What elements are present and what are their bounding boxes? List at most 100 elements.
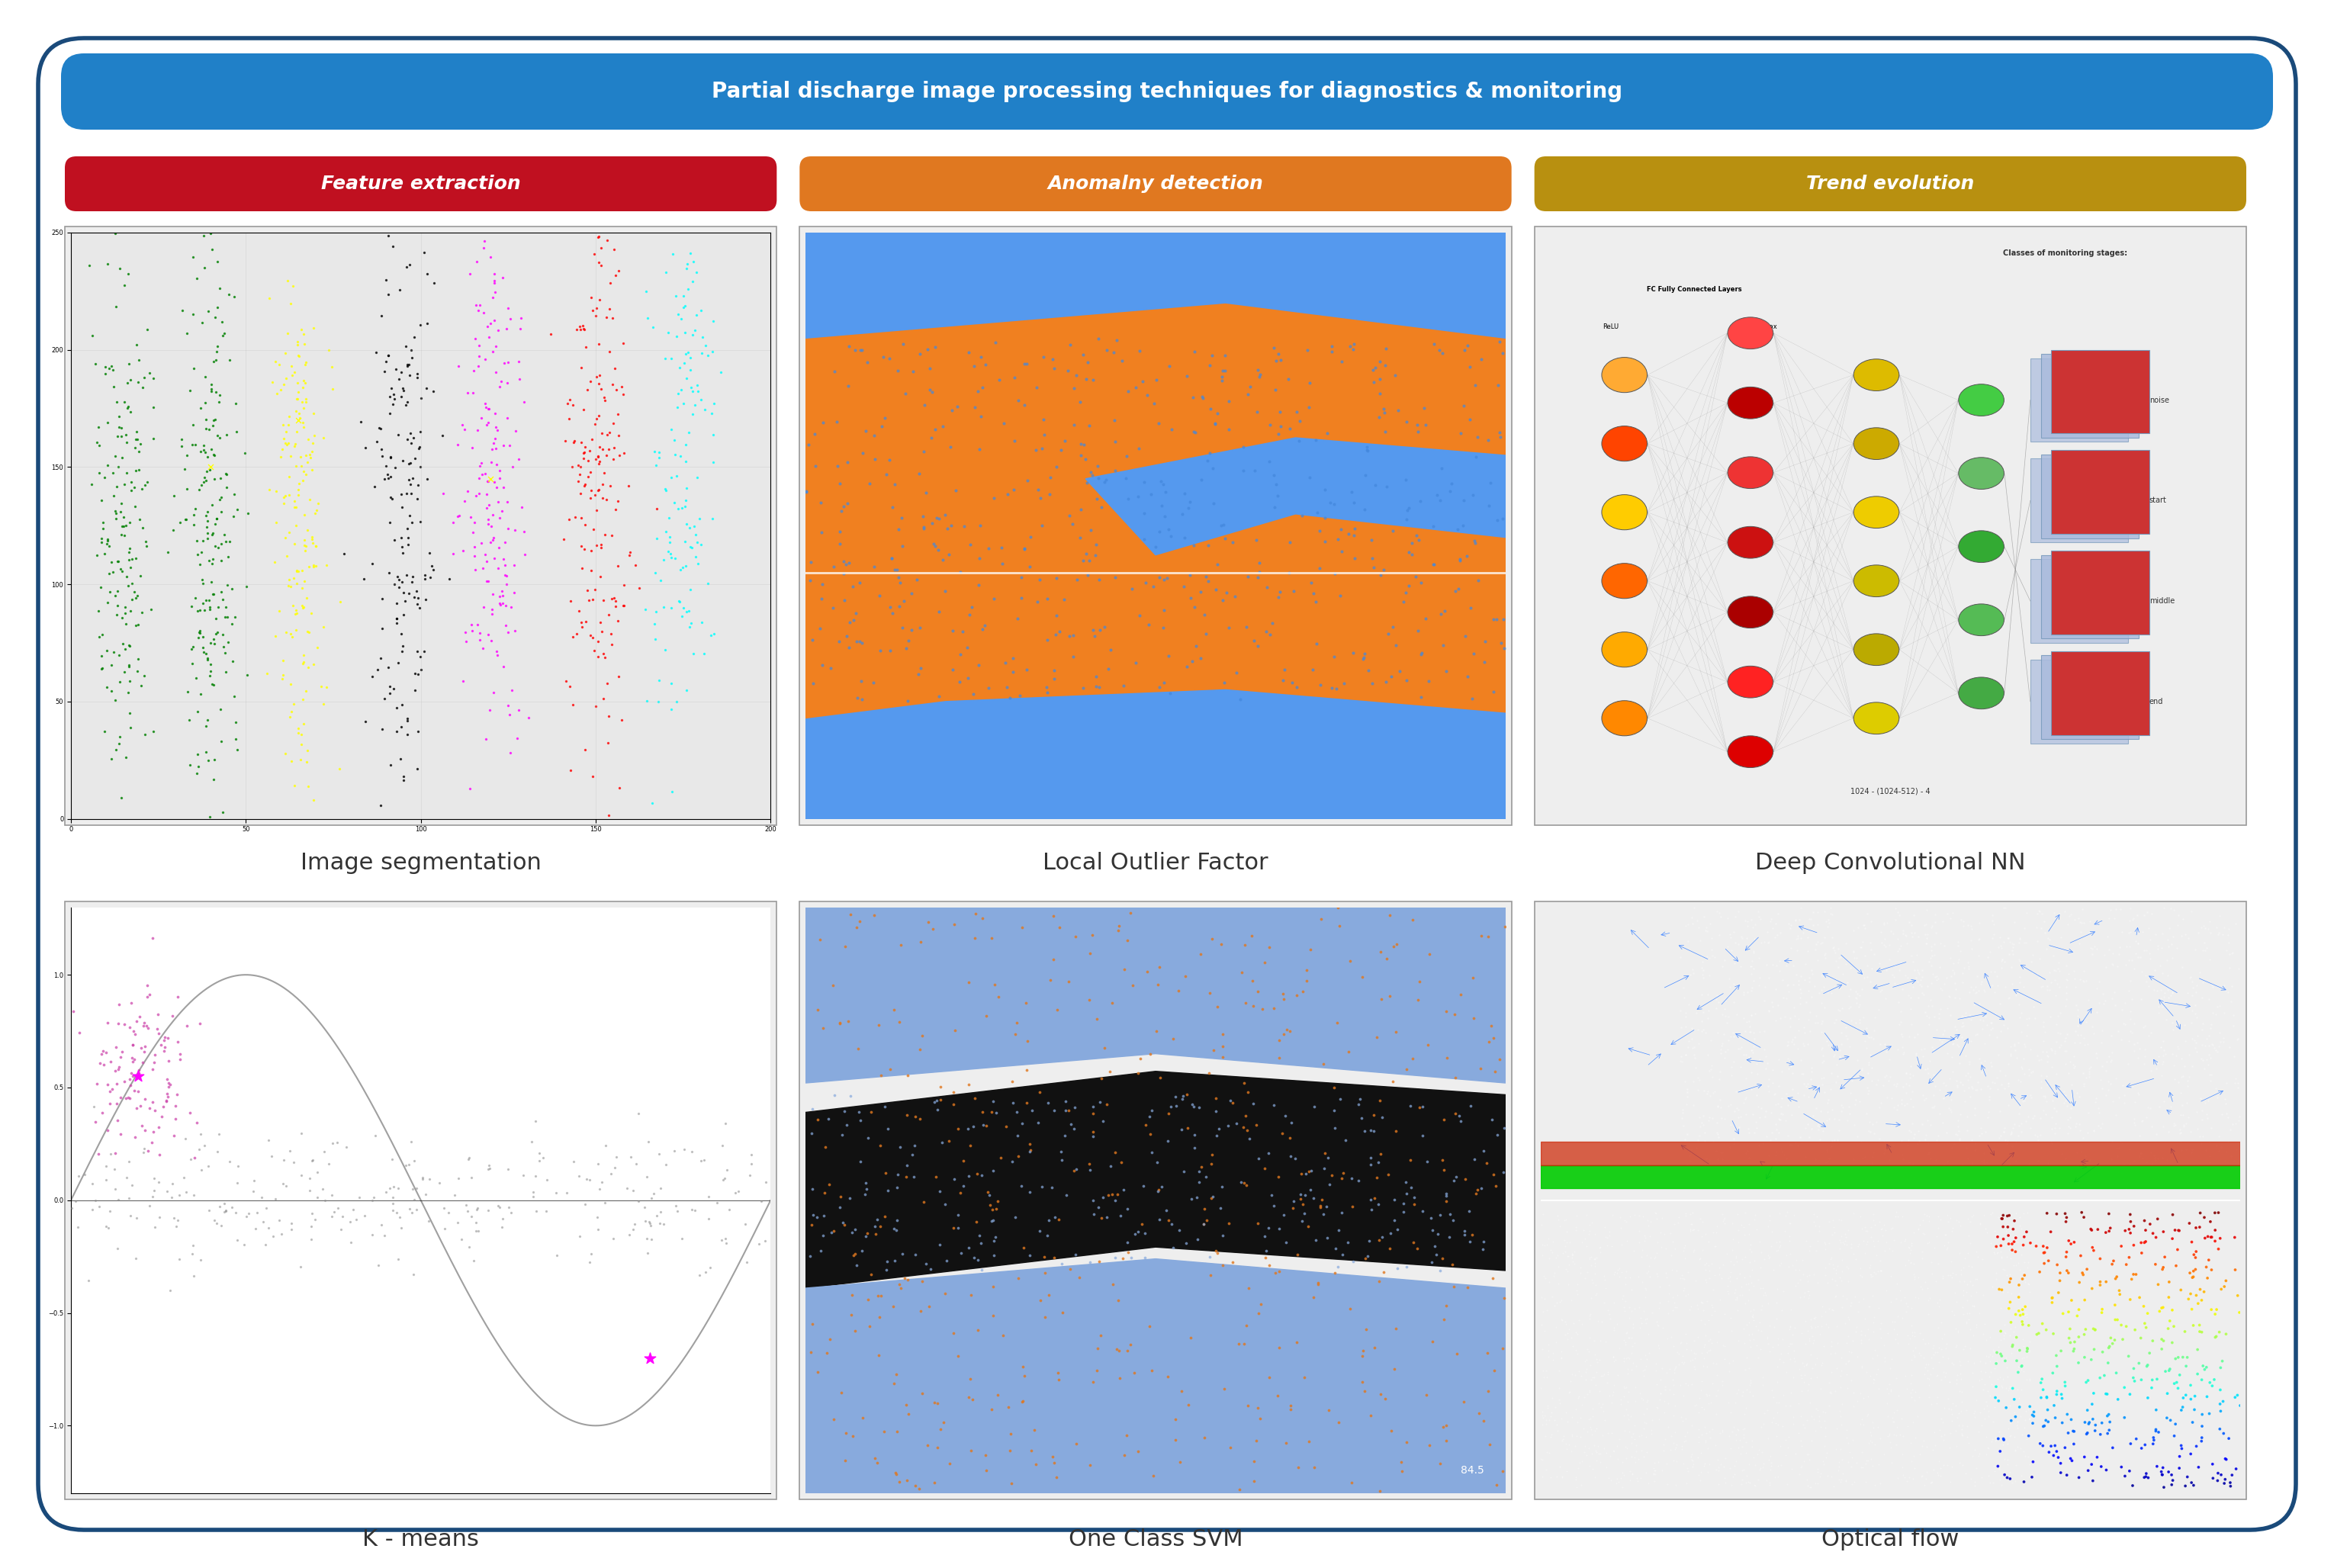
Point — [2010, 1444, 2047, 1469]
Point — [1739, 1062, 1776, 1087]
Point — [1982, 1457, 2019, 1482]
Point — [1585, 1264, 1622, 1289]
Point — [1657, 1449, 1694, 1474]
Point — [691, 622, 728, 648]
Point — [586, 154, 623, 179]
Point — [147, 1088, 184, 1113]
Point — [1949, 1160, 1986, 1185]
Point — [1821, 946, 1858, 971]
Point — [1942, 1262, 1979, 1287]
Point — [1587, 1455, 1624, 1480]
Point — [474, 339, 511, 364]
Point — [1900, 961, 1937, 986]
Point — [1538, 1411, 1575, 1436]
Point — [843, 630, 880, 655]
Point — [1442, 1109, 1480, 1134]
Point — [1627, 1460, 1664, 1485]
Point — [1867, 1229, 1905, 1254]
Point — [1456, 373, 1494, 398]
Point — [2178, 1022, 2215, 1047]
Point — [1664, 1262, 1701, 1287]
Point — [154, 517, 191, 543]
Point — [196, 746, 233, 771]
Point — [285, 395, 322, 420]
Point — [1650, 1414, 1687, 1439]
Point — [1790, 925, 1828, 950]
Point — [560, 453, 598, 478]
Point — [2154, 1298, 2192, 1323]
Point — [1545, 1228, 1582, 1253]
Point — [1860, 1377, 1898, 1402]
Point — [1386, 1170, 1424, 1195]
Text: K - means: K - means — [362, 1529, 478, 1551]
Point — [385, 588, 422, 613]
Point — [1790, 1262, 1828, 1287]
Point — [1783, 1403, 1821, 1428]
Point — [579, 444, 616, 469]
Point — [1568, 1367, 1606, 1392]
Point — [1554, 1333, 1592, 1358]
Point — [1762, 1101, 1800, 1126]
Point — [1260, 342, 1298, 367]
Point — [478, 1193, 516, 1218]
Point — [1790, 1112, 1828, 1137]
Point — [394, 345, 432, 370]
Point — [2173, 1140, 2210, 1165]
Point — [79, 1142, 117, 1167]
Point — [878, 1217, 915, 1242]
Text: Local Outlier Factor: Local Outlier Factor — [1043, 851, 1267, 873]
Point — [1587, 1225, 1624, 1250]
Point — [1445, 1389, 1482, 1414]
Point — [1760, 1229, 1797, 1254]
Point — [1575, 1251, 1613, 1276]
Point — [198, 347, 236, 372]
Point — [383, 638, 420, 663]
Point — [2178, 1239, 2215, 1264]
Point — [1356, 1102, 1393, 1127]
Point — [1753, 994, 1790, 1019]
Point — [1750, 1247, 1788, 1272]
Point — [1680, 1245, 1718, 1270]
Point — [2133, 1367, 2171, 1392]
Point — [1564, 1392, 1601, 1417]
Point — [1638, 1396, 1676, 1421]
Point — [1524, 1232, 1561, 1258]
Point — [103, 522, 140, 547]
Point — [488, 613, 525, 638]
Point — [110, 395, 147, 420]
Point — [371, 510, 408, 535]
Point — [1996, 1209, 2033, 1234]
Point — [464, 555, 502, 580]
Point — [1790, 1124, 1828, 1149]
Point — [2003, 1463, 2040, 1488]
Point — [2063, 897, 2101, 922]
Point — [647, 259, 684, 284]
Point — [1081, 674, 1118, 699]
Point — [1823, 1447, 1860, 1472]
Point — [1816, 938, 1853, 963]
Point — [2166, 1029, 2203, 1054]
Point — [2026, 909, 2063, 935]
Point — [84, 1038, 121, 1063]
Point — [1246, 1225, 1284, 1250]
Point — [2066, 1162, 2103, 1187]
Point — [663, 378, 700, 403]
Point — [1951, 1231, 1989, 1256]
Point — [838, 601, 875, 626]
Point — [1034, 903, 1071, 928]
Point — [1839, 1289, 1877, 1314]
Point — [2147, 1007, 2185, 1032]
Point — [2171, 1261, 2208, 1286]
Point — [1991, 1218, 2028, 1243]
Point — [1468, 1151, 1505, 1176]
Point — [1239, 1146, 1277, 1171]
Point — [1811, 909, 1849, 935]
Point — [103, 605, 140, 630]
Point — [114, 1032, 152, 1057]
Point — [1774, 1331, 1811, 1356]
Point — [934, 1091, 971, 1116]
Point — [1991, 985, 2028, 1010]
Point — [1734, 1040, 1772, 1065]
Point — [2157, 1043, 2194, 1068]
Point — [1685, 1454, 1722, 1479]
